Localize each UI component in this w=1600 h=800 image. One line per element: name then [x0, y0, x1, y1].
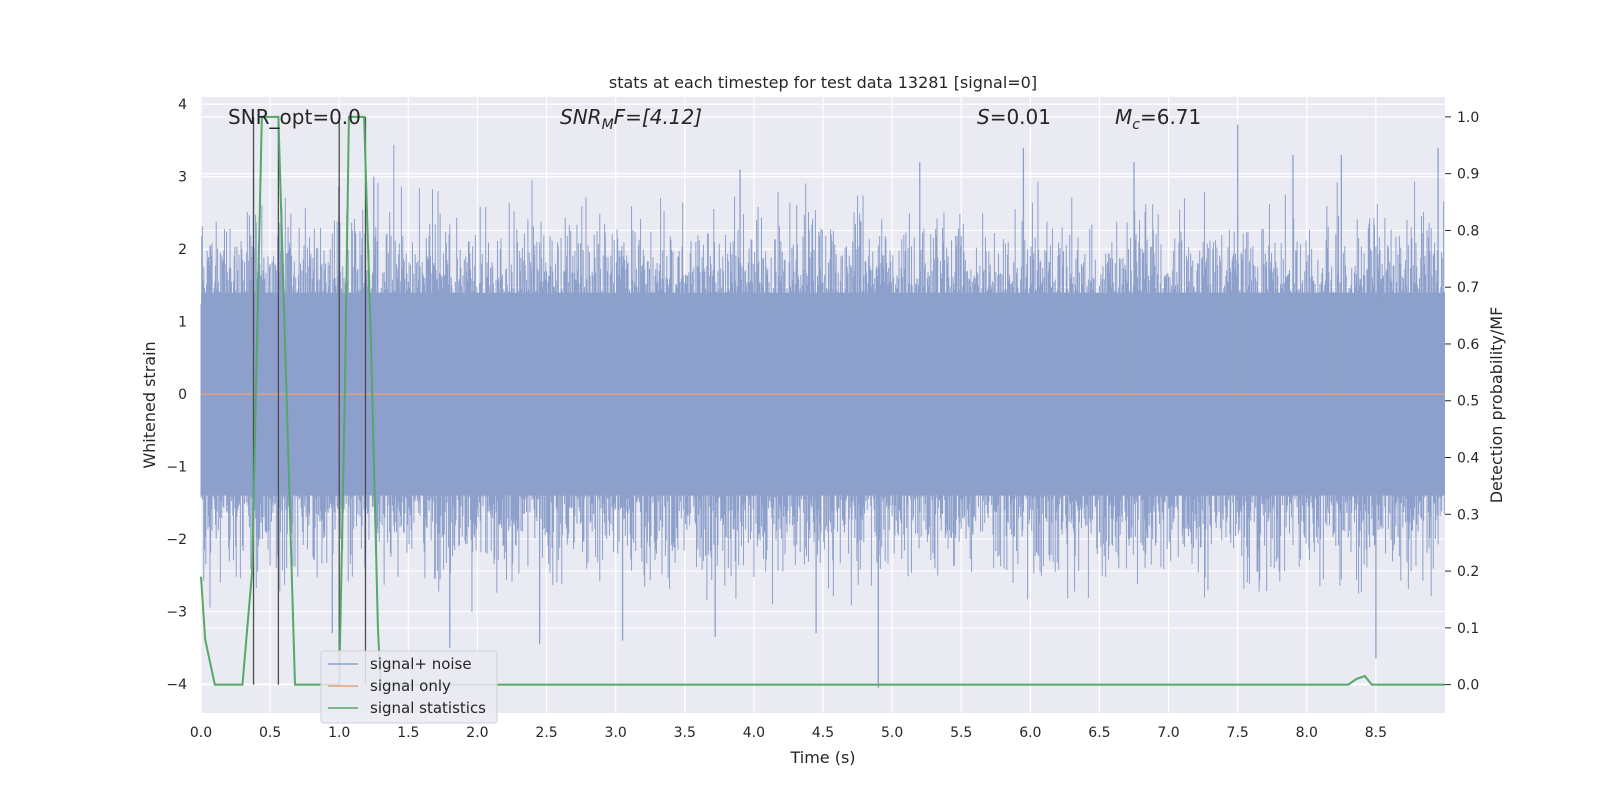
- x-tick-5: 2.5: [535, 725, 557, 741]
- x-tick-14: 7.0: [1157, 725, 1179, 741]
- y-tick-8: −4: [166, 677, 187, 693]
- series-signal-statistics: [200, 115, 1445, 686]
- annotation-s-main: S: [977, 105, 990, 129]
- x-tick-6: 3.0: [605, 725, 627, 741]
- x-tick-8: 4.0: [743, 725, 765, 741]
- annotation-mc: Mc=6.71: [1115, 105, 1201, 133]
- y2-tick-1: 0.9: [1457, 167, 1479, 183]
- y2-tick-2: 0.8: [1457, 223, 1479, 239]
- x-tick-13: 6.5: [1088, 725, 1110, 741]
- annotation-mc-rest: =6.71: [1140, 105, 1201, 129]
- y2-tick-6: 0.4: [1457, 451, 1479, 467]
- annotation-mc-sub: c: [1132, 117, 1140, 133]
- y-tick-5: −1: [166, 460, 187, 476]
- y-tick-0: 4: [178, 97, 187, 113]
- y-tick-3: 1: [178, 315, 187, 331]
- x-tick-10: 5.0: [881, 725, 903, 741]
- y-axis-ticks: 4 3 2 1 0 −1 −2 −3 −4: [166, 97, 187, 693]
- y2-tick-5: 0.5: [1457, 394, 1479, 410]
- x-tick-17: 8.5: [1365, 725, 1387, 741]
- y-tick-7: −3: [166, 605, 187, 621]
- y2-tick-10: 0.0: [1457, 678, 1479, 694]
- x-tick-7: 3.5: [674, 725, 696, 741]
- x-tick-1: 0.5: [259, 725, 281, 741]
- annotation-s: S=0.01: [977, 105, 1051, 129]
- y2-axis-label: Detection probability/MF: [1487, 307, 1506, 504]
- annotation-snr-mf-rest-f: F=[4.12]: [614, 105, 702, 129]
- x-axis-ticks: 0.0 0.5 1.0 1.5 2.0 2.5 3.0 3.5 4.0 4.5 5.0 5.5 6.0 6…: [190, 725, 1387, 741]
- y2-tick-0: 1.0: [1457, 110, 1479, 126]
- annotation-s-rest: =0.01: [990, 105, 1051, 129]
- annotation-snr-mf-main: SNR: [560, 105, 602, 129]
- y-tick-1: 3: [178, 170, 187, 186]
- x-axis-label: Time (s): [789, 748, 855, 767]
- x-tick-12: 6.0: [1019, 725, 1041, 741]
- legend-label-signal-plus-noise: signal+ noise: [370, 655, 472, 673]
- x-tick-15: 7.5: [1227, 725, 1249, 741]
- vertical-markers: [252, 116, 367, 685]
- x-tick-9: 4.5: [812, 725, 834, 741]
- y2-tick-9: 0.1: [1457, 621, 1479, 637]
- legend-label-signal-statistics: signal statistics: [370, 699, 486, 717]
- y2-tick-4: 0.6: [1457, 337, 1479, 353]
- legend-box: [320, 650, 498, 724]
- x-tick-4: 2.0: [466, 725, 488, 741]
- y2-tick-7: 0.3: [1457, 507, 1479, 523]
- x-tick-0: 0.0: [190, 725, 212, 741]
- y2-tick-8: 0.2: [1457, 564, 1479, 580]
- y-tick-4: 0: [178, 387, 187, 403]
- legend: signal+ noise signal only signal statist…: [320, 650, 498, 724]
- chart-title: stats at each timestep for test data 132…: [609, 73, 1037, 92]
- annotation-snr-mf: SNRMF=[4.12]: [560, 105, 702, 133]
- y-tick-2: 2: [178, 242, 187, 258]
- x-tick-16: 8.0: [1296, 725, 1318, 741]
- y2-tick-3: 0.7: [1457, 280, 1479, 296]
- x-tick-3: 1.5: [397, 725, 419, 741]
- annotation-snr-mf-sub: M: [602, 117, 614, 133]
- y-axis-label: Whitened strain: [140, 341, 159, 468]
- annotation-snr-opt: SNR_opt=0.0: [228, 105, 361, 129]
- x-tick-11: 5.5: [950, 725, 972, 741]
- y2-axis-ticks: 1.0 0.9 0.8 0.7 0.6 0.5 0.4 0.3 0.2 0.1 0.0: [1445, 110, 1479, 694]
- legend-label-signal-only: signal only: [370, 677, 451, 695]
- x-tick-2: 1.0: [328, 725, 350, 741]
- y-tick-6: −2: [166, 532, 187, 548]
- annotation-mc-main: M: [1115, 105, 1132, 129]
